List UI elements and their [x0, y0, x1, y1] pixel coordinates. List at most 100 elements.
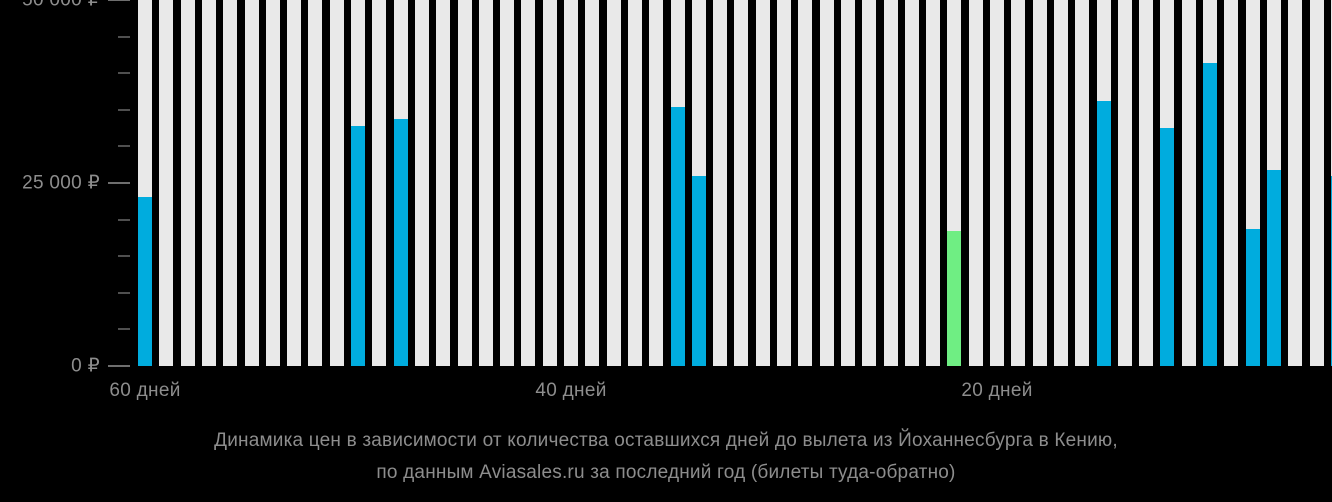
bar-slot[interactable] — [926, 0, 941, 366]
bar-fill — [670, 106, 685, 366]
bar-slot[interactable] — [329, 0, 344, 366]
bar-slot[interactable] — [1096, 0, 1111, 366]
x-axis-label: 20 дней — [961, 380, 1033, 401]
bar-slot[interactable] — [159, 0, 174, 366]
y-axis-tick-minor — [118, 72, 130, 75]
bar-slot[interactable] — [1309, 0, 1324, 366]
bar-slot[interactable] — [883, 0, 898, 366]
bar-background — [883, 0, 898, 366]
bar-background — [1224, 0, 1239, 366]
bar-slot[interactable] — [713, 0, 728, 366]
caption-title: Динамика цен в зависимости от количества… — [214, 430, 1118, 451]
bar-fill — [1096, 101, 1111, 366]
bar-slot[interactable] — [457, 0, 472, 366]
bar-slot[interactable] — [265, 0, 280, 366]
bar-slot[interactable] — [1266, 0, 1281, 366]
bar-slot[interactable] — [606, 0, 621, 366]
bar-background — [840, 0, 855, 366]
bar-slot[interactable] — [670, 0, 685, 366]
bar-slot[interactable] — [947, 0, 962, 366]
bar-slot[interactable] — [1160, 0, 1175, 366]
bar-background — [1309, 0, 1324, 366]
bar-slot[interactable] — [734, 0, 749, 366]
bar-background — [1053, 0, 1068, 366]
bar-slot[interactable] — [180, 0, 195, 366]
bar-fill — [138, 196, 152, 366]
bar-slot[interactable] — [1181, 0, 1196, 366]
x-axis-label: 40 дней — [535, 380, 607, 401]
bar-slot[interactable] — [372, 0, 387, 366]
bar-fill — [1203, 62, 1217, 366]
bar-slot[interactable] — [755, 0, 770, 366]
bar-slot[interactable] — [1224, 0, 1239, 366]
y-axis-tick-minor — [118, 218, 130, 221]
bar-background — [713, 0, 728, 366]
bar-slot[interactable] — [1330, 0, 1332, 366]
bar-background — [201, 0, 216, 366]
bar-slot[interactable] — [904, 0, 919, 366]
bar-background — [457, 0, 472, 366]
y-axis-tick-minor — [118, 35, 130, 38]
y-axis-label: 0 ₽ — [71, 355, 100, 377]
bar-slot[interactable] — [138, 0, 152, 366]
bar-background — [606, 0, 621, 366]
bar-slot[interactable] — [542, 0, 557, 366]
bar-background — [649, 0, 664, 366]
bar-slot[interactable] — [627, 0, 642, 366]
bar-slot[interactable] — [649, 0, 664, 366]
bar-slot[interactable] — [990, 0, 1004, 366]
caption-subtitle: по данным Aviasales.ru за последний год … — [376, 462, 956, 483]
bar-slot[interactable] — [1011, 0, 1026, 366]
bar-slot[interactable] — [968, 0, 983, 366]
bar-slot[interactable] — [287, 0, 302, 366]
y-axis: 0 ₽ 25 000 ₽ 50 000 ₽ — [0, 0, 138, 377]
bar-slot[interactable] — [691, 0, 706, 366]
bar-background — [585, 0, 600, 366]
bar-slot[interactable] — [521, 0, 536, 366]
y-axis-tick-major — [108, 365, 130, 367]
bar-slot[interactable] — [351, 0, 365, 366]
bar-slot[interactable] — [436, 0, 451, 366]
bar-slot[interactable] — [564, 0, 578, 366]
bar-slot[interactable] — [798, 0, 813, 366]
bar-slot[interactable] — [244, 0, 259, 366]
bar-background — [287, 0, 302, 366]
chart-caption: Динамика цен в зависимости от количества… — [0, 425, 1332, 489]
bar-slot[interactable] — [1032, 0, 1047, 366]
bar-slot[interactable] — [1117, 0, 1132, 366]
bar-slot[interactable] — [1139, 0, 1154, 366]
bar-background — [968, 0, 983, 366]
bar-slot[interactable] — [223, 0, 238, 366]
bar-slot[interactable] — [393, 0, 408, 366]
bar-slot[interactable] — [1203, 0, 1217, 366]
bar-background — [627, 0, 642, 366]
bar-background — [414, 0, 429, 366]
bar-background — [180, 0, 195, 366]
bar-slot[interactable] — [478, 0, 493, 366]
bar-slot[interactable] — [1053, 0, 1068, 366]
bar-slot[interactable] — [308, 0, 323, 366]
bar-slot[interactable] — [500, 0, 515, 366]
bar-slot[interactable] — [777, 0, 791, 366]
bar-background — [436, 0, 451, 366]
bar-background — [1032, 0, 1047, 366]
bar-slot[interactable] — [414, 0, 429, 366]
bar-slot[interactable] — [201, 0, 216, 366]
bar-background — [308, 0, 323, 366]
bar-slot[interactable] — [862, 0, 877, 366]
bar-background — [777, 0, 791, 366]
bar-slot[interactable] — [1075, 0, 1090, 366]
x-axis-label: 60 дней — [109, 380, 181, 401]
bar-slot[interactable] — [1245, 0, 1260, 366]
bar-slot[interactable] — [1288, 0, 1303, 366]
bar-background — [265, 0, 280, 366]
bar-slot[interactable] — [819, 0, 834, 366]
bar-slot[interactable] — [585, 0, 600, 366]
y-axis-tick-major — [108, 0, 130, 1]
bar-background — [1075, 0, 1090, 366]
bar-background — [862, 0, 877, 366]
bar-slot[interactable] — [840, 0, 855, 366]
bar-background — [1117, 0, 1132, 366]
y-axis-tick-minor — [118, 291, 130, 294]
